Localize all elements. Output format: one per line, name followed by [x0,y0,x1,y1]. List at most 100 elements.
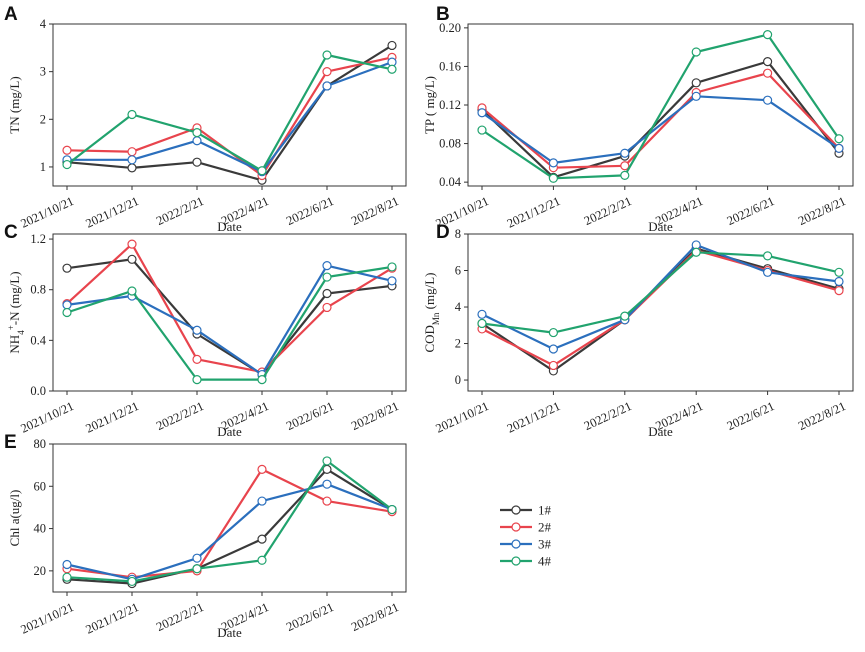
panel-c-series-3-point [387,276,397,286]
panel-c-letter: C [4,222,18,243]
panel-d-series-4-point [477,318,487,329]
panel-b-series-4-point [548,173,559,183]
panel-d-xtick-label: 2022/6/21 [725,399,777,433]
panel-e-series-2-line [66,468,393,579]
panel-c-series-1-line [66,258,393,376]
panel-d-series-2-point [548,360,559,371]
panel-a-xtick-label: 2022/8/21 [349,194,401,228]
panel-d-series-3-point [762,267,773,277]
panel-d-xtick-label: 2022/2/21 [582,399,634,433]
panel-c-series-1-point [127,254,137,264]
panel-d-xtick-label: 2022/8/21 [796,399,848,433]
panel-c-xtick-label: 2022/2/21 [154,399,206,433]
panel-b-ylabel: TP ( mg/L) [422,76,437,134]
panel-c-ylabel: NH4+-N (mg/L) [6,271,26,353]
panel-a-series-2-point [322,67,332,77]
panel-b-series-1-point [691,78,701,88]
panel-e-ytick-label: 20 [34,564,47,578]
panel-c-frame [52,233,407,392]
panel-c-series-1-point [322,288,332,299]
panel-a-series-1-point [387,40,397,51]
panel-e-series-4-line [66,459,393,583]
panel-b-xlabel: Date [648,219,673,234]
panel-b-series-4-point [477,125,487,135]
panel-e-series-3-point [192,553,202,563]
panel-d-ytick-label: 4 [455,300,462,314]
panel-c-xtick-label: 2021/10/21 [18,399,76,436]
panel-b-series-3-point [548,158,559,168]
panel-c-series-1-point [62,263,72,273]
panel-a-xlabel: Date [217,219,242,234]
panel-c-series-2-line [66,243,393,374]
panel-a-series-3-point [322,81,332,91]
panel-a-series-4-point [127,109,137,120]
panel-c-series-4-point [387,262,397,272]
panel-b-series-3-point [762,95,773,105]
panel-c-ytick-label: 0.8 [30,283,46,297]
panel-d-series-1-line [481,247,840,372]
panel-c-series-2-point [192,354,202,364]
panel-e-xtick-label: 2021/12/21 [83,600,141,637]
panel-c-xtick-label: 2022/6/21 [284,399,336,433]
panel-e-letter: E [4,432,17,453]
panel-d-series-4-line [481,251,840,334]
panel-b-series-2-line [481,72,840,169]
panel-a-frame [52,23,407,187]
panel-c-series-4-point [322,272,332,282]
panel-e-ylabel: Chl a(ug/l) [7,490,22,547]
panel-b-xtick-label: 2022/2/21 [582,194,634,228]
panel-a-ylabel: TN (mg/L) [7,76,22,133]
panel-b-ytick-label: 0.12 [439,98,461,112]
panel-a-series-2-point [127,147,137,157]
panel-c-series-3-line [66,264,393,376]
panel-b-letter: B [436,4,450,25]
panel-a-series-4-point [257,166,267,176]
panel-c-ytick-label: 1.2 [30,232,46,246]
panel-d-series-2-line [481,249,840,367]
panel-c: C 0.0 0.4 0.8 1.2 2021/10/21 2021/12/21 2022/2/… [4,222,407,439]
panel-a-series-4-point [62,159,72,170]
panel-c-series-4-point [257,375,267,385]
panel-a-ytick-label: 3 [40,65,46,79]
legend-label-3: 3# [538,537,552,552]
legend-marker-1 [511,505,521,515]
panel-b-series-4-point [762,30,773,40]
panel-b-series-3-point [834,143,844,153]
legend-marker-2 [511,522,521,532]
panel-a-series-3-line [67,61,393,173]
panel-b-series-4-line [481,33,840,180]
panel-c-xlabel: Date [217,424,242,439]
panel-e-xtick-label: 2022/2/21 [154,600,206,634]
panel-e-series-2-point [257,464,267,474]
panel-d-xtick-label: 2021/10/21 [433,399,491,436]
panel-b-xtick-label: 2021/12/21 [505,194,563,231]
legend-label-1: 1# [538,503,552,518]
panel-b-series-3-point [477,108,487,118]
panel-d-series-3-point [477,309,487,319]
panel-b-xtick-label: 2022/8/21 [796,194,848,228]
panel-d-ytick-label: 2 [455,337,461,351]
panel-e-series-4-point [257,555,267,565]
panel-b-series-1-point [762,57,773,67]
panel-d-series-3-point [548,344,559,354]
panel-a-series-2-point [62,145,72,155]
panel-d-letter: D [436,222,450,243]
panel-e-ytick-label: 60 [34,479,47,493]
panel-e-series-3-point [62,559,72,570]
panel-a-series-3-point [192,136,202,146]
panel-b-series-3-line [481,95,840,164]
panel-e-series-1-line [66,468,393,585]
panel-d-series-4-point [762,251,773,261]
panel-d-series-3-point [834,276,844,287]
panel-d-xtick-label: 2021/12/21 [505,399,563,436]
legend-label-2: 2# [538,520,552,535]
panel-c-series-4-point [127,286,137,296]
legend-label-4: 4# [538,554,552,569]
panel-c-xtick-label: 2021/12/21 [83,399,141,436]
panel-d-ytick-label: 8 [455,227,461,241]
legend-marker-3 [511,539,521,549]
panel-d-series-2-point [834,285,844,296]
panel-d-series-4-point [620,311,630,321]
